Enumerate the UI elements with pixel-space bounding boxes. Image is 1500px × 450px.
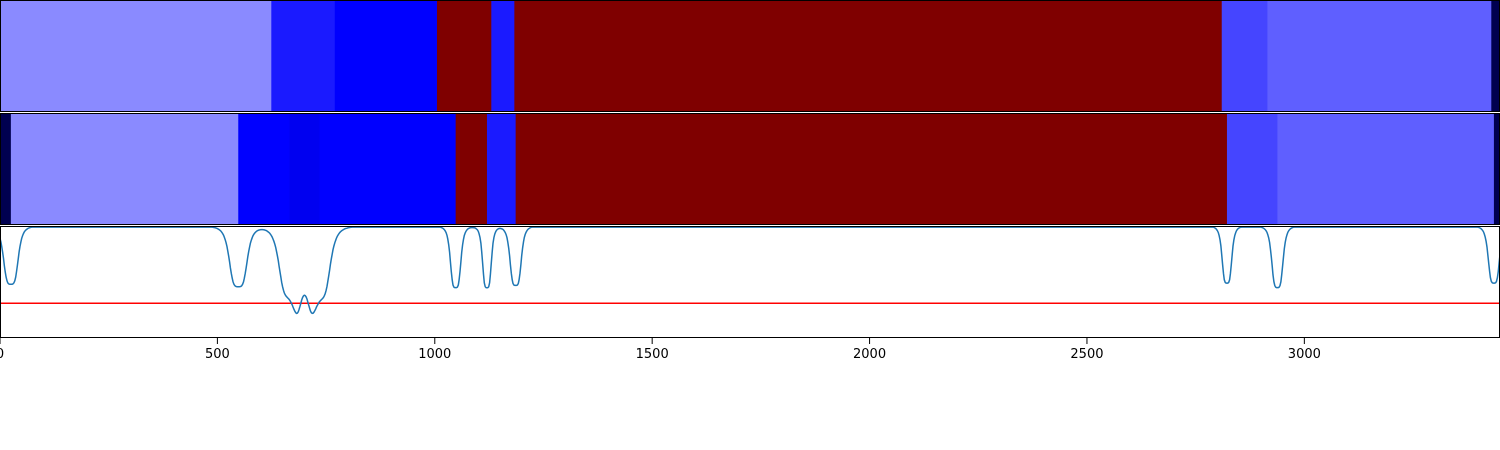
x-tick-label-1: 0 bbox=[0, 347, 4, 362]
track-2-segment-9 bbox=[1226, 113, 1278, 225]
track-1-segment-5 bbox=[491, 0, 515, 112]
x-axis: 0 500 1000 1500 2000 2500 3000 bbox=[0, 338, 1321, 362]
signal-panel bbox=[0, 226, 1500, 338]
x-tick-label-7: 3000 bbox=[1288, 347, 1321, 362]
track-2-segment-3 bbox=[238, 113, 291, 225]
x-tick-label-2: 500 bbox=[205, 347, 230, 362]
signal-line bbox=[0, 226, 1500, 315]
track-2-segment-2 bbox=[10, 113, 239, 225]
track-2-segment-5 bbox=[319, 113, 457, 225]
track-2-segment-8 bbox=[515, 113, 1228, 225]
track-1-segment-9 bbox=[1491, 0, 1500, 112]
track-2-segment-1 bbox=[0, 113, 12, 225]
track-1-segment-2 bbox=[271, 0, 336, 112]
track-1-segment-6 bbox=[514, 0, 1223, 112]
x-tick-label-4: 1500 bbox=[636, 347, 669, 362]
track-2-segment-6 bbox=[455, 113, 488, 225]
track-2-segment-4 bbox=[289, 113, 321, 225]
track-1-segment-7 bbox=[1221, 0, 1268, 112]
track-1-segment-4 bbox=[436, 0, 492, 112]
heatmap-track-2 bbox=[0, 113, 1500, 225]
x-tick-label-3: 1000 bbox=[418, 347, 451, 362]
heatmap-track-1 bbox=[0, 0, 1500, 112]
track-1-segment-3 bbox=[334, 0, 438, 112]
track-2-segment-10 bbox=[1277, 113, 1495, 225]
track-1-segment-8 bbox=[1267, 0, 1492, 112]
track-1-segment-1 bbox=[0, 0, 272, 112]
x-tick-label-6: 2500 bbox=[1070, 347, 1103, 362]
track-2-segment-11 bbox=[1493, 113, 1500, 225]
track-2-segment-7 bbox=[486, 113, 517, 225]
x-tick-label-5: 2000 bbox=[853, 347, 886, 362]
